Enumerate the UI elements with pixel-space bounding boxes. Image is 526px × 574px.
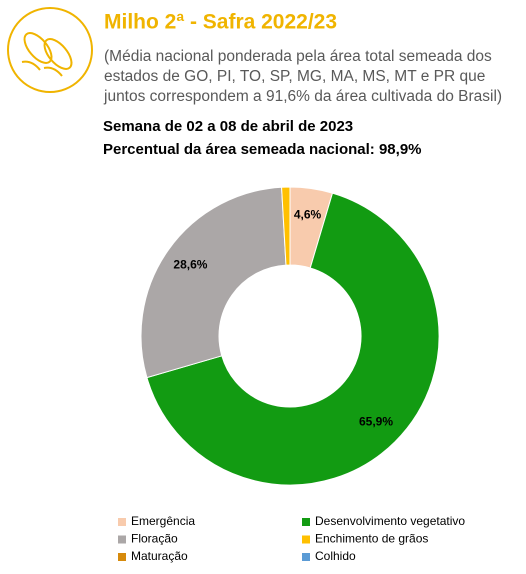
subtitle: estados de GO, PI, TO, SP, MG, MA, MS, M… [104,68,485,85]
legend-swatch [302,535,310,544]
sown-percent: Percentual da área semeada nacional: 98,… [103,141,422,158]
legend-label: Enchimento de grãos [315,532,428,546]
legend-swatch [118,518,126,526]
legend-swatch [302,553,310,561]
donut-segment [281,186,291,266]
legend-swatch [118,553,126,561]
subtitle: (Média nacional ponderada pela área tota… [104,48,492,65]
title: Milho 2ª - Safra 2022/23 [104,11,337,34]
legend-label: Desenvolvimento vegetativo [315,514,465,528]
subtitle: juntos correspondem a 91,6% da área cult… [103,88,502,105]
legend-swatch [302,518,310,526]
donut-segment [140,186,287,379]
legend-label: Colhido [315,549,356,563]
value-label: 4,6% [294,207,322,221]
value-label: 28,6% [173,258,207,272]
donut-segment [146,192,440,486]
value-label: 65,9% [359,415,393,429]
legend-label: Maturação [131,549,188,563]
legend-label: Floração [131,532,178,546]
corn-icon [7,7,93,93]
week: Semana de 02 a 08 de abril de 2023 [103,118,353,135]
legend-label: Emergência [131,514,195,528]
legend-swatch [118,535,126,544]
